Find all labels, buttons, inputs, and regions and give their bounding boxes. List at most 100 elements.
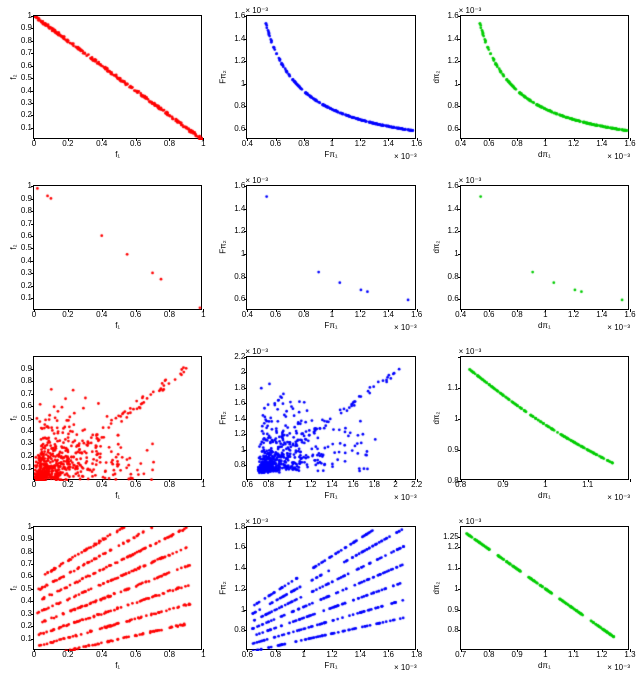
xtick-label: 1	[543, 649, 547, 659]
x-exponent: × 10⁻³	[394, 323, 417, 332]
ytick-label: 1	[454, 250, 460, 258]
ytick-label: 0.8	[234, 102, 247, 110]
plot-area: 00.20.40.60.810.10.20.30.40.50.60.70.80.…	[33, 356, 202, 480]
ytick-label: 0.4	[21, 87, 34, 95]
ytick-label: 0.8	[21, 37, 34, 45]
ytick-label: 1.4	[234, 564, 247, 572]
scatter-canvas	[461, 186, 630, 310]
scatter-canvas	[247, 186, 416, 310]
chart-panel-r3-c1: 0.60.811.21.41.61.80.811.21.41.61.8Fπ₁Fπ…	[218, 516, 421, 676]
ytick-label: 0.7	[21, 390, 34, 398]
chart-panel-r2-c2: 0.80.911.10.80.911.1dπ₁dπ₂× 10⁻³× 10⁻³	[432, 346, 635, 506]
xtick-label: 0.6	[270, 138, 281, 148]
xtick-label: 1	[302, 649, 306, 659]
x-axis-label: f₁	[115, 491, 120, 500]
ytick-label: 1.2	[448, 543, 461, 551]
xtick-label: 1	[330, 138, 334, 148]
plot-area: 0.60.811.21.41.61.822.20.811.21.41.61.82…	[246, 356, 415, 480]
ytick-label: 0.8	[21, 548, 34, 556]
ytick-label: 0.1	[21, 294, 34, 302]
x-axis-label: dπ₁	[538, 491, 551, 500]
ytick-label: 0.7	[21, 220, 34, 228]
ytick-label: 0.8	[21, 377, 34, 385]
ytick-label: 0.8	[21, 207, 34, 215]
chart-panel-r2-c0: 00.20.40.60.810.10.20.30.40.50.60.70.80.…	[5, 346, 208, 506]
ytick-label: 0.9	[21, 535, 34, 543]
xtick-label: 2.2	[411, 479, 422, 489]
ytick-label: 0.8	[448, 102, 461, 110]
ytick-label: 0.8	[448, 273, 461, 281]
y-axis-label: Fπ₂	[218, 241, 227, 255]
ytick-label: 0.1	[21, 124, 34, 132]
xtick-label: 0	[32, 138, 36, 148]
x-axis-label: Fπ₁	[324, 321, 337, 330]
x-exponent: × 10⁻³	[394, 152, 417, 161]
ytick-label: 0.5	[21, 585, 34, 593]
xtick-label: 1	[201, 138, 205, 148]
ytick-label: 0.8	[448, 477, 461, 485]
y-axis-label: f₂	[9, 245, 18, 250]
ytick-label: 0.7	[21, 49, 34, 57]
xtick-label: 0.6	[270, 309, 281, 319]
ytick-label: 1.4	[234, 35, 247, 43]
ytick-label: 0.3	[21, 99, 34, 107]
ytick-label: 0.4	[21, 427, 34, 435]
ytick-label: 1	[241, 80, 247, 88]
y-axis-label: dπ₂	[432, 241, 441, 254]
ytick-label: 1	[241, 446, 247, 454]
ytick-label: 2	[241, 368, 247, 376]
y-axis-label: dπ₂	[432, 411, 441, 424]
y-axis-label: Fπ₂	[218, 581, 227, 595]
xtick-label: 1.3	[624, 649, 635, 659]
plot-area: 0.40.60.811.21.41.60.60.811.21.41.6Fπ₁Fπ…	[246, 185, 415, 309]
y-axis-label: dπ₂	[432, 71, 441, 84]
ytick-label: 0.8	[234, 273, 247, 281]
plot-area: 0.60.811.21.41.61.80.811.21.41.61.8Fπ₁Fπ…	[246, 526, 415, 650]
ytick-label: 0.6	[234, 295, 247, 303]
xtick-label: 0.4	[96, 138, 107, 148]
xtick-label: 0.8	[298, 138, 309, 148]
xtick-label: 0.6	[242, 479, 253, 489]
xtick-label: 1.2	[355, 138, 366, 148]
xtick-label: 1.6	[624, 309, 635, 319]
y-axis-label: dπ₂	[432, 581, 441, 594]
ytick-label: 0.1	[21, 635, 34, 643]
xtick-label: 0.2	[62, 138, 73, 148]
x-exponent: × 10⁻³	[394, 663, 417, 672]
xtick-label: 1.6	[348, 479, 359, 489]
xtick-label: 1.4	[383, 309, 394, 319]
ytick-label: 0.3	[21, 610, 34, 618]
ytick-label: 0.6	[234, 125, 247, 133]
y-exponent: × 10⁻³	[459, 347, 482, 356]
xtick-label: 1	[201, 479, 205, 489]
xtick-label: 0.8	[164, 309, 175, 319]
ytick-label: 0.5	[21, 244, 34, 252]
y-axis-label: Fπ₂	[218, 70, 227, 84]
ytick-label: 0.4	[21, 597, 34, 605]
ytick-label: 0.1	[21, 464, 34, 472]
plot-area: 0.40.60.811.21.41.60.60.811.21.41.6dπ₁dπ…	[460, 185, 629, 309]
ytick-label: 0.3	[21, 439, 34, 447]
ytick-label: 0.9	[448, 446, 461, 454]
xtick-label: 1.6	[411, 309, 422, 319]
ytick-label: 1.2	[234, 57, 247, 65]
xtick-label: 0.8	[263, 479, 274, 489]
y-axis-label: f₂	[9, 415, 18, 420]
xtick-label: 0.8	[483, 649, 494, 659]
x-exponent: × 10⁻³	[607, 493, 630, 502]
ytick-label: 0.8	[234, 461, 247, 469]
ytick-label: 0.6	[21, 402, 34, 410]
xtick-label: 1.1	[568, 649, 579, 659]
xtick-label: 0	[32, 309, 36, 319]
xtick-label: 0.4	[455, 138, 466, 148]
y-axis-label: f₂	[9, 585, 18, 590]
ytick-label: 1.4	[448, 205, 461, 213]
xtick-label: 0	[32, 479, 36, 489]
chart-panel-r1-c2: 0.40.60.811.21.41.60.60.811.21.41.6dπ₁dπ…	[432, 175, 635, 335]
x-axis-label: dπ₁	[538, 321, 551, 330]
ytick-label: 0.9	[21, 24, 34, 32]
scatter-canvas	[34, 527, 203, 651]
chart-panel-r1-c0: 00.20.40.60.810.10.20.30.40.50.60.70.80.…	[5, 175, 208, 335]
ytick-label: 1	[454, 585, 460, 593]
xtick-label: 1.8	[411, 649, 422, 659]
